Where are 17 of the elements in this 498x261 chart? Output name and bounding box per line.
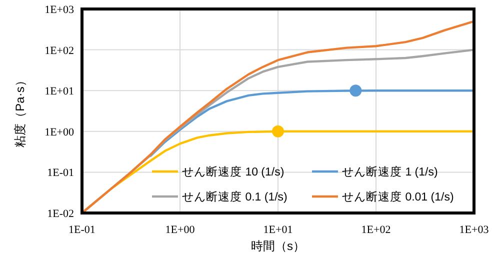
x-tick-label: 1E-01 — [68, 224, 96, 236]
y-axis-title: 粘度（Pa·s） — [13, 74, 27, 148]
x-tick-label: 1E+02 — [361, 224, 391, 236]
y-tick-label: 1E-02 — [47, 208, 74, 220]
legend-label: せん断速度 0.01 (1/s) — [342, 190, 454, 204]
y-tick-label: 1E+00 — [44, 126, 74, 138]
x-axis-title: 時間（s） — [251, 239, 305, 253]
legend-label: せん断速度 1 (1/s) — [342, 164, 438, 178]
x-tick-label: 1E+01 — [263, 224, 293, 236]
y-tick-label: 1E+01 — [44, 86, 74, 98]
y-tick-label: 1E+03 — [44, 4, 74, 16]
x-tick-label: 1E+00 — [165, 224, 196, 236]
y-tick-label: 1E-01 — [47, 167, 74, 180]
legend-label: せん断速度 10 (1/s) — [182, 164, 284, 178]
y-tick-label: 1E+02 — [44, 44, 74, 57]
legend-label: せん断速度 0.1 (1/s) — [182, 190, 288, 204]
x-tick-label: 1E+03 — [459, 224, 490, 236]
